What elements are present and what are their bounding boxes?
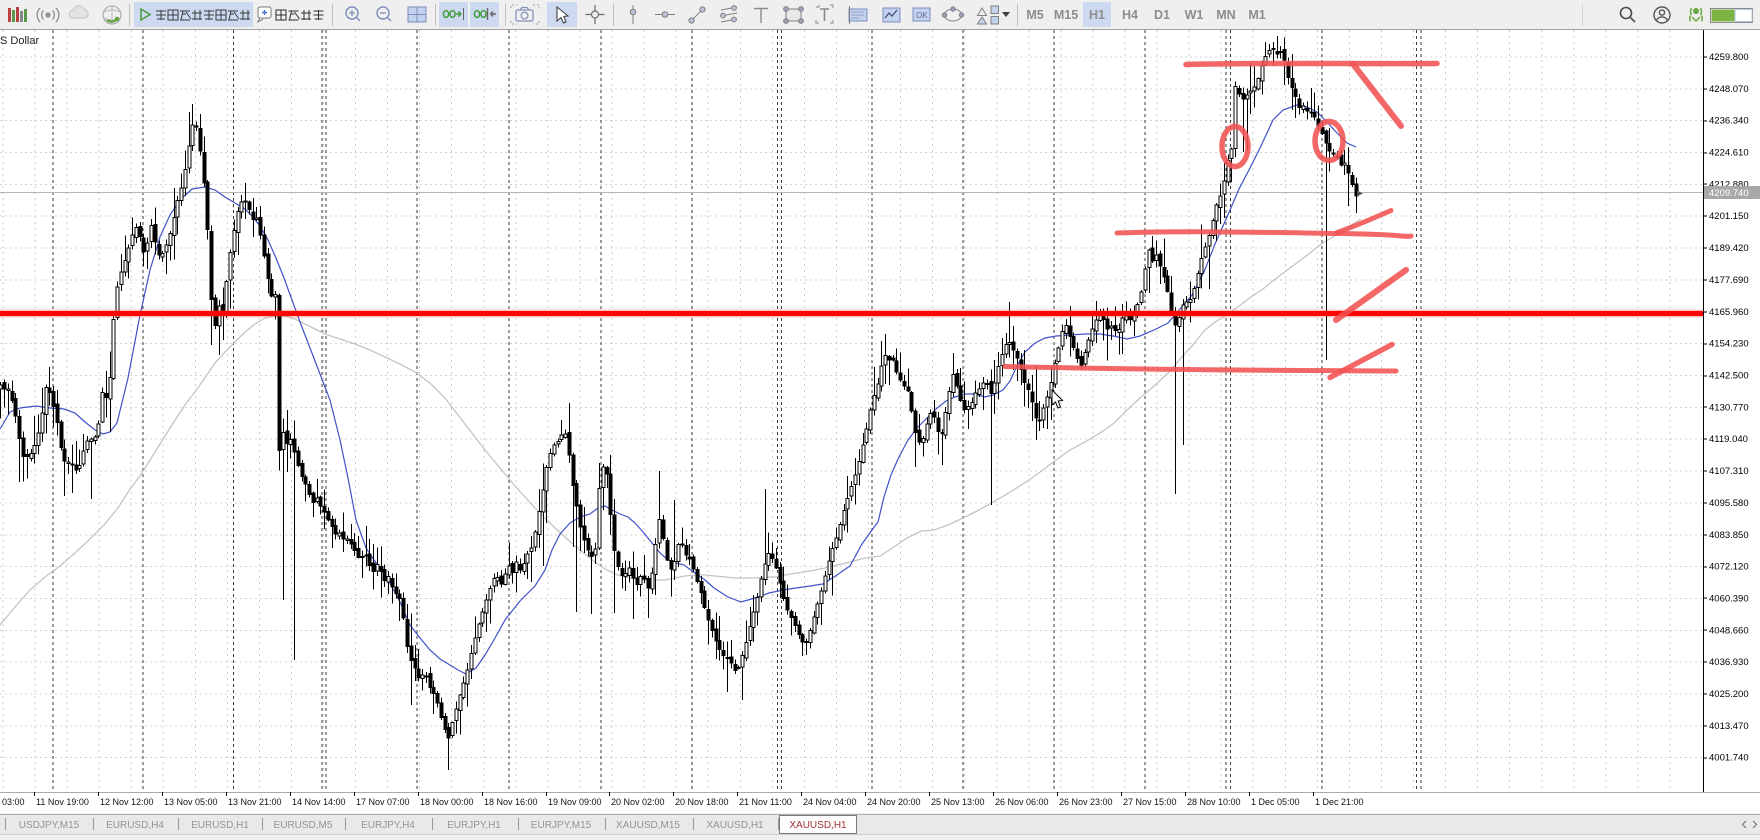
svg-text:M1: M1	[1248, 8, 1265, 22]
svg-text:4095.580: 4095.580	[1709, 498, 1749, 509]
svg-text:EURUSD,H4: EURUSD,H4	[106, 820, 164, 831]
svg-text:M15: M15	[1054, 8, 1078, 22]
svg-text:24 Nov 04:00: 24 Nov 04:00	[803, 797, 857, 807]
svg-text:4212.880: 4212.880	[1709, 179, 1749, 190]
svg-text:1 Dec 21:00: 1 Dec 21:00	[1315, 797, 1364, 807]
svg-text:4154.230: 4154.230	[1709, 339, 1749, 350]
svg-text:EURUSD,M5: EURUSD,M5	[274, 820, 333, 831]
svg-text:14 Nov 14:00: 14 Nov 14:00	[292, 797, 346, 807]
svg-text:4236.340: 4236.340	[1709, 116, 1749, 127]
svg-text:OK: OK	[916, 11, 928, 20]
svg-text:4201.150: 4201.150	[1709, 211, 1749, 222]
svg-text:H1: H1	[1089, 8, 1105, 22]
svg-text:XAUUSD,M15: XAUUSD,M15	[616, 820, 680, 831]
svg-text:4259.800: 4259.800	[1709, 52, 1749, 63]
svg-text:13 Nov 21:00: 13 Nov 21:00	[228, 797, 282, 807]
svg-text:28 Nov 10:00: 28 Nov 10:00	[1187, 797, 1241, 807]
svg-text:21 Nov 11:00: 21 Nov 11:00	[739, 797, 792, 807]
svg-text:20 Nov 02:00: 20 Nov 02:00	[611, 797, 665, 807]
svg-text:03:00: 03:00	[2, 797, 25, 807]
svg-text:4013.470: 4013.470	[1709, 721, 1749, 732]
svg-text:24 Nov 20:00: 24 Nov 20:00	[867, 797, 921, 807]
svg-text:26 Nov 23:00: 26 Nov 23:00	[1059, 797, 1113, 807]
svg-text:11 Nov 19:00: 11 Nov 19:00	[36, 797, 89, 807]
svg-text:4142.500: 4142.500	[1709, 371, 1749, 382]
svg-text:17 Nov 07:00: 17 Nov 07:00	[356, 797, 410, 807]
svg-text:4025.200: 4025.200	[1709, 689, 1749, 700]
svg-text:4177.690: 4177.690	[1709, 275, 1749, 286]
svg-text:4060.390: 4060.390	[1709, 594, 1749, 605]
svg-text:4107.310: 4107.310	[1709, 466, 1749, 477]
svg-text:EURUSD,H1: EURUSD,H1	[191, 820, 249, 831]
svg-text:4048.660: 4048.660	[1709, 625, 1749, 636]
svg-text:4001.740: 4001.740	[1709, 753, 1749, 764]
svg-text:12 Nov 12:00: 12 Nov 12:00	[100, 797, 154, 807]
svg-text:XAUUSD,H1: XAUUSD,H1	[789, 820, 847, 831]
svg-text:4036.930: 4036.930	[1709, 657, 1749, 668]
svg-text:4130.770: 4130.770	[1709, 402, 1749, 413]
svg-text:USDJPY,M15: USDJPY,M15	[19, 820, 80, 831]
svg-text:19 Nov 09:00: 19 Nov 09:00	[548, 797, 602, 807]
svg-text:26 Nov 06:00: 26 Nov 06:00	[995, 797, 1049, 807]
svg-text:4119.040: 4119.040	[1709, 434, 1748, 445]
svg-text:EURJPY,M15: EURJPY,M15	[531, 820, 592, 831]
svg-text:EURJPY,H4: EURJPY,H4	[361, 820, 415, 831]
svg-text:H4: H4	[1122, 8, 1138, 22]
svg-text:13 Nov 05:00: 13 Nov 05:00	[164, 797, 218, 807]
svg-text:4224.610: 4224.610	[1709, 148, 1749, 159]
svg-text:4189.420: 4189.420	[1709, 243, 1749, 254]
svg-text:25 Nov 13:00: 25 Nov 13:00	[931, 797, 985, 807]
svg-text:MN: MN	[1216, 8, 1235, 22]
svg-text:27 Nov 15:00: 27 Nov 15:00	[1123, 797, 1177, 807]
svg-text:D1: D1	[1154, 8, 1170, 22]
svg-text:S Dollar: S Dollar	[0, 35, 39, 47]
svg-text:EURJPY,H1: EURJPY,H1	[447, 820, 501, 831]
svg-text:4209.740: 4209.740	[1709, 188, 1749, 199]
svg-text:20 Nov 18:00: 20 Nov 18:00	[675, 797, 729, 807]
svg-text:4083.850: 4083.850	[1709, 530, 1749, 541]
svg-text:1 Dec 05:00: 1 Dec 05:00	[1251, 797, 1300, 807]
svg-text:4165.960: 4165.960	[1709, 307, 1749, 318]
svg-text:4248.070: 4248.070	[1709, 84, 1749, 95]
svg-text:W1: W1	[1185, 8, 1204, 22]
svg-text:18 Nov 00:00: 18 Nov 00:00	[420, 797, 474, 807]
svg-text:XAUUSD,H1: XAUUSD,H1	[706, 820, 764, 831]
svg-text:M5: M5	[1026, 8, 1043, 22]
svg-text:4072.120: 4072.120	[1709, 562, 1749, 573]
svg-text:18 Nov 16:00: 18 Nov 16:00	[484, 797, 538, 807]
